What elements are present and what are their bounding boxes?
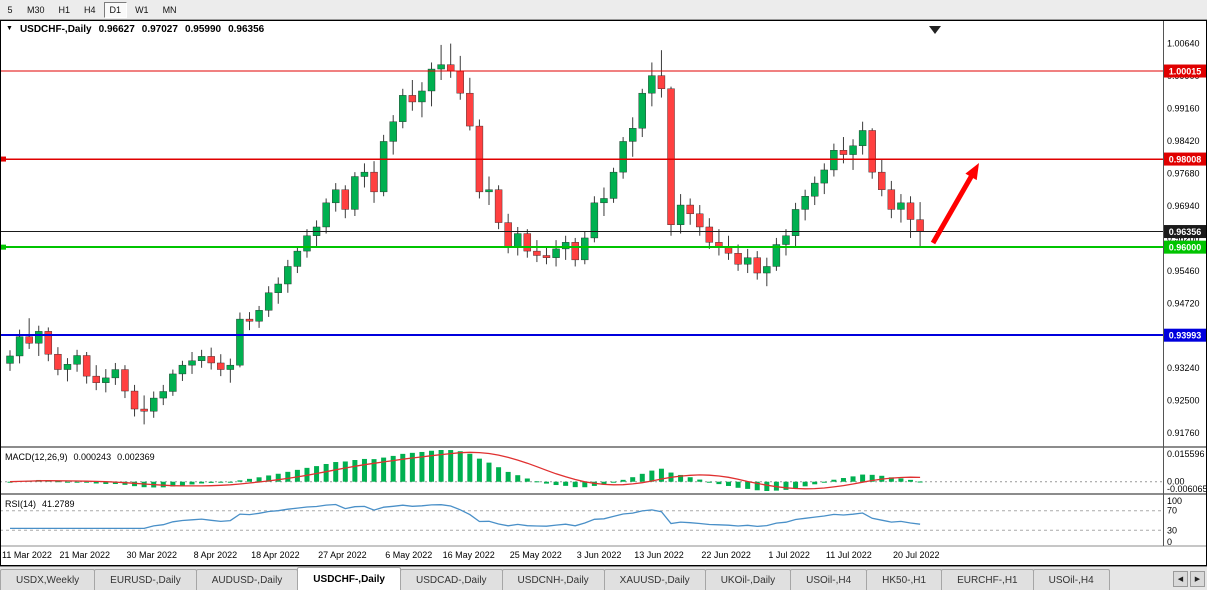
timeframe-toolbar: 5 M30 H1 H4 D1 W1 MN — [0, 0, 1207, 20]
chart-tab-xauusd-daily-6[interactable]: XAUUSD-,Daily — [603, 569, 706, 590]
svg-text:0.93240: 0.93240 — [1167, 363, 1200, 373]
resistance-line-09801-anchor[interactable] — [1, 156, 6, 162]
timeframe-button-w1[interactable]: W1 — [129, 1, 155, 18]
svg-text:0.015596: 0.015596 — [1167, 449, 1205, 459]
date-axis: 11 Mar 2022 21 Mar 2022 30 Mar 2022 8 Apr 2… — [2, 550, 939, 560]
svg-text:27 Apr 2022: 27 Apr 2022 — [318, 550, 367, 560]
support-line-09600-anchor[interactable] — [1, 244, 6, 250]
svg-text:0.93993: 0.93993 — [1169, 331, 1202, 341]
svg-text:0.97680: 0.97680 — [1167, 168, 1200, 178]
svg-text:0.99160: 0.99160 — [1167, 104, 1200, 114]
svg-text:16 May 2022: 16 May 2022 — [443, 550, 495, 560]
svg-text:8 Apr 2022: 8 Apr 2022 — [194, 550, 238, 560]
rsi-value: 41.2789 — [42, 499, 75, 509]
chart-tab-hk50-h1-9[interactable]: HK50-,H1 — [866, 569, 943, 590]
svg-text:18 Apr 2022: 18 Apr 2022 — [251, 550, 300, 560]
candlestick-series — [6, 43, 924, 425]
ohlc-close-value: 0.96356 — [228, 24, 265, 35]
macd-indicator-label: MACD(12,26,9) 0.000243 0.002369 — [5, 452, 155, 462]
chart-tabs-bar: USDX,Weekly EURUSD-,Daily AUDUSD-,Daily USD… — [0, 566, 1207, 590]
chart-tab-usdchf-daily-3[interactable]: USDCHF-,Daily — [297, 567, 401, 590]
timeframe-button-h1[interactable]: H1 — [52, 1, 77, 18]
trend-arrow-shaft[interactable] — [930, 173, 975, 245]
macd-signal-value: 0.002369 — [117, 452, 155, 462]
svg-text:0: 0 — [1167, 537, 1172, 547]
svg-text:21 Mar 2022: 21 Mar 2022 — [59, 550, 110, 560]
timeframe-button-h4[interactable]: H4 — [78, 1, 102, 18]
chart-tab-usdcad-daily-4[interactable]: USDCAD-,Daily — [399, 569, 503, 590]
ohlc-open-value: 0.96627 — [98, 24, 135, 35]
svg-text:0.96356: 0.96356 — [1169, 227, 1202, 237]
svg-text:22 Jun 2022: 22 Jun 2022 — [701, 550, 751, 560]
ohlc-low-value: 0.95990 — [184, 24, 222, 35]
macd-signal-line — [9, 451, 921, 490]
chart-tabs-strip: USDX,Weekly EURUSD-,Daily AUDUSD-,Daily USD… — [0, 567, 1110, 590]
chart-tab-audusd-daily-2[interactable]: AUDUSD-,Daily — [195, 569, 299, 590]
svg-text:0.98420: 0.98420 — [1167, 136, 1200, 146]
chart-shift-marker-icon[interactable] — [929, 26, 941, 34]
trend-arrow-head[interactable] — [965, 163, 979, 181]
macd-title: MACD(12,26,9) — [5, 452, 68, 462]
timeframe-button-m30[interactable]: M30 — [21, 1, 51, 18]
chart-tab-ukoil-daily-7[interactable]: UKOil-,Daily — [704, 569, 792, 590]
svg-text:0.00: 0.00 — [1167, 477, 1185, 487]
chart-title-ohlc: ▼ USDCHF-,Daily 0.96627 0.97027 0.95990 … — [6, 24, 264, 35]
tabs-scroll-left-button[interactable]: ◀ — [1173, 571, 1188, 587]
svg-text:70: 70 — [1167, 506, 1177, 516]
svg-text:20 Jul 2022: 20 Jul 2022 — [893, 550, 940, 560]
symbol-dropdown-icon[interactable]: ▼ — [6, 25, 13, 32]
svg-text:3 Jun 2022: 3 Jun 2022 — [577, 550, 622, 560]
macd-panel: 0.015596 0.00-0.006065 — [0, 449, 1207, 494]
svg-text:0.96000: 0.96000 — [1169, 243, 1202, 253]
timeframe-button-mn[interactable]: MN — [156, 1, 183, 18]
rsi-indicator-label: RSI(14) 41.2789 — [5, 499, 75, 509]
svg-text:0.96940: 0.96940 — [1167, 201, 1200, 211]
svg-text:1 Jul 2022: 1 Jul 2022 — [768, 550, 810, 560]
svg-text:6 May 2022: 6 May 2022 — [385, 550, 432, 560]
price-chart[interactable]: 1.006400.999000.991600.984200.976800.969… — [0, 20, 1207, 566]
timeframe-button-5[interactable]: 5 — [1, 1, 19, 18]
svg-text:11 Jul 2022: 11 Jul 2022 — [826, 550, 872, 560]
svg-text:0.91760: 0.91760 — [1167, 428, 1200, 438]
svg-text:0.94720: 0.94720 — [1167, 298, 1200, 308]
svg-text:0.95460: 0.95460 — [1167, 266, 1200, 276]
svg-text:1.00640: 1.00640 — [1167, 39, 1200, 49]
rsi-title: RSI(14) — [5, 499, 37, 509]
svg-text:1.00015: 1.00015 — [1169, 67, 1202, 77]
chart-symbol-label: USDCHF-,Daily — [19, 24, 92, 35]
annotations — [929, 26, 979, 245]
tabs-scroll-right-button[interactable]: ▶ — [1190, 571, 1205, 587]
svg-text:11 Mar 2022: 11 Mar 2022 — [2, 550, 52, 560]
svg-text:0.92500: 0.92500 — [1167, 396, 1200, 406]
svg-text:30: 30 — [1167, 525, 1177, 535]
rsi-line — [10, 503, 921, 530]
chart-tab-eurchf-h1-10[interactable]: EURCHF-,H1 — [941, 569, 1034, 590]
svg-text:25 May 2022: 25 May 2022 — [510, 550, 562, 560]
svg-text:0.98008: 0.98008 — [1169, 155, 1202, 165]
svg-text:-0.006065: -0.006065 — [1167, 484, 1207, 494]
chart-tab-eurusd-daily-1[interactable]: EURUSD-,Daily — [94, 569, 197, 590]
horizontal-level-lines[interactable] — [0, 70, 1163, 337]
svg-text:13 Jun 2022: 13 Jun 2022 — [634, 550, 684, 560]
timeframe-button-d1[interactable]: D1 — [103, 1, 128, 18]
chart-tab-usdcnh-daily-5[interactable]: USDCNH-,Daily — [501, 569, 605, 590]
ohlc-high-value: 0.97027 — [141, 24, 178, 35]
chart-tab-usdx-weekly-0[interactable]: USDX,Weekly — [0, 569, 96, 590]
tabs-scroll-controls: ◀ ▶ — [1172, 570, 1206, 588]
price-level-labels: 1.00015 0.98008 0.96356 0.96000 0.93993 — [1164, 64, 1207, 342]
svg-text:0.96200: 0.96200 — [1167, 233, 1200, 243]
svg-text:30 Mar 2022: 30 Mar 2022 — [127, 550, 178, 560]
chart-tab-usoil-h4-8[interactable]: USOil-,H4 — [790, 569, 868, 590]
macd-main-value: 0.000243 — [73, 452, 112, 462]
svg-text:100: 100 — [1167, 496, 1182, 506]
chart-tab-usoil-h4-11[interactable]: USOil-,H4 — [1032, 569, 1110, 590]
chart-background — [0, 20, 1207, 566]
